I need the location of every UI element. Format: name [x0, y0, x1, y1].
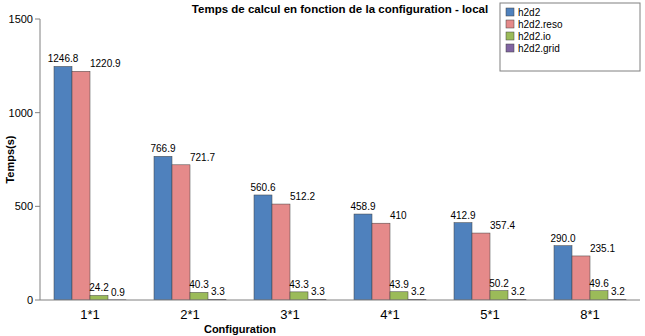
bar: [154, 156, 172, 300]
data-label: 458.9: [350, 201, 375, 212]
data-label: 3.3: [211, 286, 225, 297]
bar: [190, 292, 208, 300]
data-label: 1220.9: [90, 58, 121, 69]
bar: [554, 246, 572, 300]
bar: [572, 256, 590, 300]
x-tick-label: 3*1: [280, 307, 300, 322]
x-axis: [40, 300, 640, 301]
bar: [172, 165, 190, 300]
y-tick: [35, 112, 40, 113]
bar: [90, 295, 108, 300]
bar: [490, 291, 508, 300]
data-label: 0.9: [111, 287, 125, 298]
bar: [54, 66, 72, 300]
y-tick-label: 500: [15, 200, 33, 212]
y-axis-label: Temps(s): [4, 135, 16, 183]
x-tick-label: 8*1: [580, 307, 600, 322]
legend-label: h2d2.io: [518, 31, 551, 42]
data-label: 40.3: [189, 279, 209, 290]
bar: [590, 291, 608, 300]
chart-svg: Temps de calcul en fonction de la config…: [0, 0, 645, 336]
legend-swatch: [506, 32, 514, 40]
data-label: 49.6: [589, 278, 609, 289]
bars: [54, 66, 626, 300]
data-label: 3.2: [511, 286, 525, 297]
chart-title: Temps de calcul en fonction de la config…: [192, 3, 488, 15]
data-label: 235.1: [590, 243, 615, 254]
x-tick-label: 4*1: [380, 307, 400, 322]
data-label: 43.9: [389, 279, 409, 290]
y-tick: [35, 19, 40, 20]
bar: [372, 223, 390, 300]
data-label: 3.2: [611, 286, 625, 297]
y-tick: [35, 206, 40, 207]
legend-label: h2d2.reso: [518, 19, 563, 30]
bar: [354, 214, 372, 300]
bar: [454, 223, 472, 300]
data-label: 1246.8: [48, 53, 79, 64]
data-label: 766.9: [150, 143, 175, 154]
x-tick-label: 1*1: [80, 307, 100, 322]
data-label: 721.7: [190, 152, 215, 163]
bar: [290, 292, 308, 300]
y-tick: [35, 300, 40, 301]
data-label: 512.2: [290, 191, 315, 202]
x-tick-label: 2*1: [180, 307, 200, 322]
legend-swatch: [506, 8, 514, 16]
legend-box: [500, 3, 640, 71]
data-label: 3.2: [411, 286, 425, 297]
legend: h2d2h2d2.resoh2d2.ioh2d2.grid: [500, 3, 640, 71]
bar: [72, 71, 90, 300]
data-label: 412.9: [450, 210, 475, 221]
bar: [254, 195, 272, 300]
legend-swatch: [506, 44, 514, 52]
y-axis: [40, 19, 41, 300]
bar: [272, 204, 290, 300]
x-axis-label: Configuration: [204, 323, 276, 335]
legend-swatch: [506, 20, 514, 28]
legend-label: h2d2: [518, 7, 541, 18]
data-label: 24.2: [89, 282, 109, 293]
y-tick-label: 0: [27, 294, 33, 306]
legend-label: h2d2.grid: [518, 43, 560, 54]
data-label: 290.0: [550, 233, 575, 244]
x-tick-label: 5*1: [480, 307, 500, 322]
chart-container: Temps de calcul en fonction de la config…: [0, 0, 645, 336]
bar: [472, 233, 490, 300]
data-label: 357.4: [490, 220, 515, 231]
y-tick-label: 1000: [9, 107, 33, 119]
data-label: 410: [390, 210, 407, 221]
data-label: 50.2: [489, 278, 509, 289]
data-labels: 1246.8 766.9 560.6 458.9 412.9 290.0 1220.9 721…: [48, 53, 626, 297]
data-label: 3.3: [311, 286, 325, 297]
bar: [390, 292, 408, 300]
data-label: 43.3: [289, 279, 309, 290]
y-tick-label: 1500: [9, 13, 33, 25]
data-label: 560.6: [250, 182, 275, 193]
